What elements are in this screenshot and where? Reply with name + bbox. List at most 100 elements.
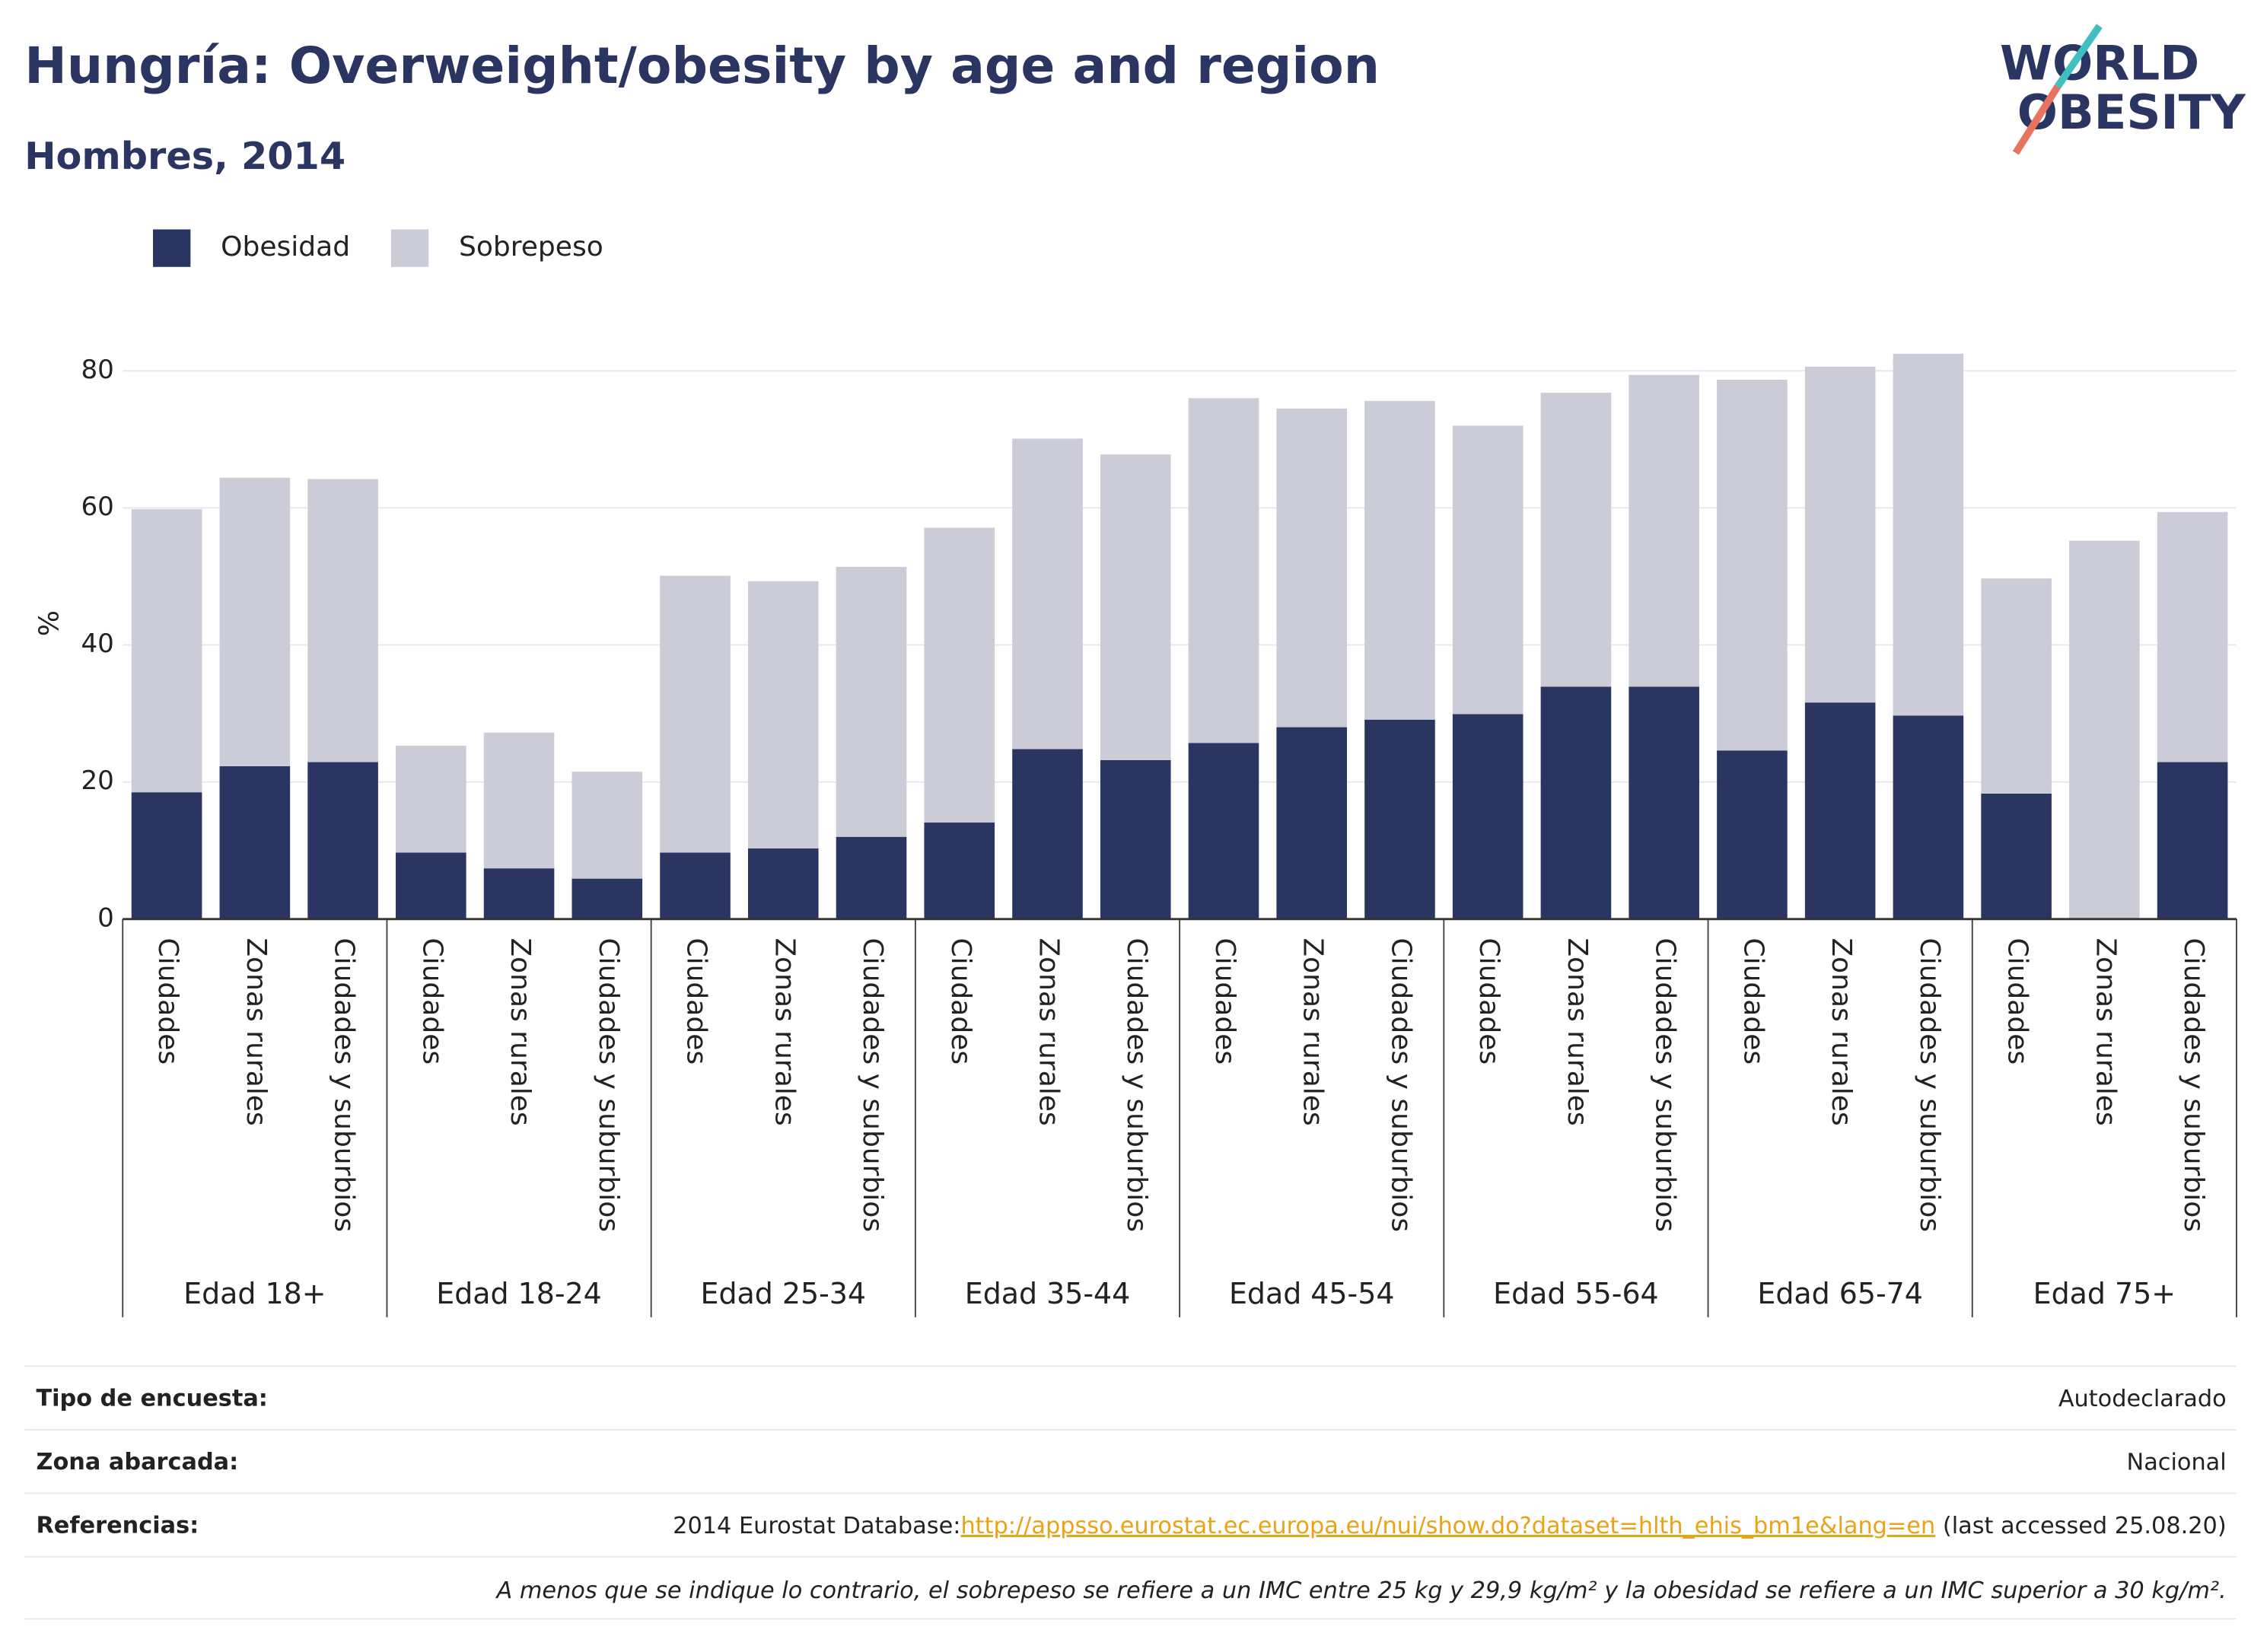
bar-segment bbox=[131, 509, 202, 793]
legend-swatch bbox=[153, 229, 191, 267]
bar-segment bbox=[1100, 454, 1171, 760]
bar-segment bbox=[1629, 374, 1699, 687]
bar-segment bbox=[747, 581, 819, 849]
x-tick-label: Zonas rurales bbox=[505, 937, 536, 1125]
x-tick-label: Ciudades bbox=[1737, 937, 1769, 1065]
bar-segment bbox=[307, 762, 378, 919]
x-tick-label: Ciudades bbox=[152, 937, 183, 1065]
x-tick-label: Ciudades y suburbios bbox=[1650, 937, 1681, 1232]
x-tick-label: Ciudades y suburbios bbox=[857, 937, 888, 1232]
bar-segment bbox=[483, 732, 555, 869]
bar-segment bbox=[2157, 511, 2228, 762]
group-label: Edad 75+ bbox=[2033, 1277, 2176, 1310]
x-tick-label: Zonas rurales bbox=[240, 937, 272, 1125]
bar-segment bbox=[1452, 425, 1523, 715]
footer-note: A menos que se indique lo contrario, el … bbox=[495, 1577, 2226, 1604]
bar-segment bbox=[1717, 750, 1788, 919]
x-tick-label: Ciudades bbox=[1209, 937, 1240, 1065]
x-tick-label: Ciudades bbox=[945, 937, 976, 1065]
x-tick-label: Ciudades y suburbios bbox=[1121, 937, 1152, 1232]
logo-slash bbox=[2012, 84, 2061, 155]
footer-value: 2014 Eurostat Database:http://appsso.eur… bbox=[673, 1513, 2227, 1539]
group-label: Edad 35-44 bbox=[965, 1277, 1130, 1310]
footer-label: Referencias: bbox=[36, 1513, 199, 1539]
x-tick-label: Zonas rurales bbox=[1562, 937, 1593, 1125]
x-tick-label: Zonas rurales bbox=[1826, 937, 1857, 1125]
bar-segment bbox=[1452, 714, 1523, 919]
y-axis-label: % bbox=[33, 610, 65, 636]
bar-segment bbox=[660, 575, 731, 853]
footer-value-text: Nacional bbox=[2127, 1449, 2227, 1475]
group-label: Edad 65-74 bbox=[1757, 1277, 1923, 1310]
bar-segment bbox=[1364, 400, 1435, 720]
bar-segment bbox=[1188, 398, 1259, 743]
bar-segment bbox=[660, 852, 731, 919]
y-tick-label: 80 bbox=[81, 355, 113, 385]
x-tick-label: Ciudades y suburbios bbox=[1914, 937, 1945, 1232]
bar-segment bbox=[1717, 379, 1788, 751]
bar-segment bbox=[1540, 393, 1612, 687]
logo-slash bbox=[2054, 24, 2103, 89]
bar-segment bbox=[924, 822, 995, 919]
logo-text: WORLD bbox=[2000, 35, 2199, 91]
chart-subtitle: Hombres, 2014 bbox=[24, 134, 345, 178]
footer-value-text: 2014 Eurostat Database: bbox=[673, 1513, 960, 1539]
bar-segment bbox=[219, 766, 291, 919]
legend-label: Obesidad bbox=[221, 231, 350, 263]
bar-segment bbox=[1893, 353, 1964, 716]
bar-segment bbox=[2069, 540, 2140, 919]
footer: Tipo de encuesta: Autodeclarado Zona abarc… bbox=[24, 1365, 2237, 1620]
bar-segment bbox=[219, 477, 291, 766]
footer-value: Nacional bbox=[2127, 1449, 2227, 1475]
x-tick-label: Ciudades bbox=[681, 937, 712, 1065]
bar-segment bbox=[1276, 727, 1348, 919]
group-label: Edad 55-64 bbox=[1493, 1277, 1658, 1310]
legend-swatch bbox=[390, 229, 429, 267]
x-tick-label: Ciudades y suburbios bbox=[2178, 937, 2209, 1232]
chart-title: Hungría: Overweight/obesity by age and r… bbox=[24, 36, 1380, 95]
y-tick-label: 60 bbox=[81, 492, 113, 522]
x-tick-label: Ciudades y suburbios bbox=[593, 937, 624, 1232]
bar-segment bbox=[1804, 366, 1876, 703]
bar-segment bbox=[836, 566, 907, 837]
group-label: Edad 25-34 bbox=[701, 1277, 867, 1310]
group-label: Edad 18+ bbox=[183, 1277, 326, 1310]
x-tick-label: Ciudades y suburbios bbox=[1385, 937, 1416, 1232]
x-tick-label: Zonas rurales bbox=[1297, 937, 1329, 1125]
x-tick-label: Zonas rurales bbox=[769, 937, 800, 1125]
x-tick-label: Ciudades bbox=[1473, 937, 1504, 1065]
group-label: Edad 45-54 bbox=[1229, 1277, 1395, 1310]
bar-segment bbox=[396, 852, 466, 919]
footer-label: Tipo de encuesta: bbox=[36, 1386, 267, 1412]
logo: WORLD OBESITY bbox=[2000, 24, 2246, 155]
bar-segment bbox=[1981, 793, 2052, 919]
bar-segment bbox=[924, 527, 995, 823]
footer-link: http://appsso.eurostat.ec.europa.eu/nui/… bbox=[960, 1513, 1935, 1539]
x-tick-label: Ciudades y suburbios bbox=[329, 937, 360, 1232]
bar-segment bbox=[2157, 762, 2228, 919]
x-tick-label: Zonas rurales bbox=[2090, 937, 2121, 1125]
x-tick-label: Zonas rurales bbox=[1033, 937, 1064, 1125]
bar-segment bbox=[747, 848, 819, 919]
bar-segment bbox=[1012, 438, 1083, 750]
bar-segment bbox=[572, 878, 643, 919]
bar-segment bbox=[1188, 743, 1259, 919]
bar-segment bbox=[483, 868, 555, 919]
y-tick-label: 20 bbox=[81, 766, 113, 796]
bar-segment bbox=[1364, 719, 1435, 919]
bar-segment bbox=[307, 479, 378, 762]
bar-segment bbox=[1540, 686, 1612, 919]
bar-segment bbox=[396, 745, 466, 853]
bar-segment bbox=[1629, 686, 1699, 919]
y-tick-label: 40 bbox=[81, 629, 113, 659]
footer-value: Autodeclarado bbox=[2058, 1386, 2227, 1412]
x-tick-label: Ciudades bbox=[416, 937, 447, 1065]
x-tick-label: Ciudades bbox=[2002, 937, 2033, 1065]
bar-segment bbox=[1893, 715, 1964, 919]
bar-segment bbox=[1012, 749, 1083, 919]
bar-segment bbox=[1100, 759, 1171, 919]
bar-segment bbox=[1276, 408, 1348, 727]
y-tick-label: 0 bbox=[97, 902, 114, 933]
